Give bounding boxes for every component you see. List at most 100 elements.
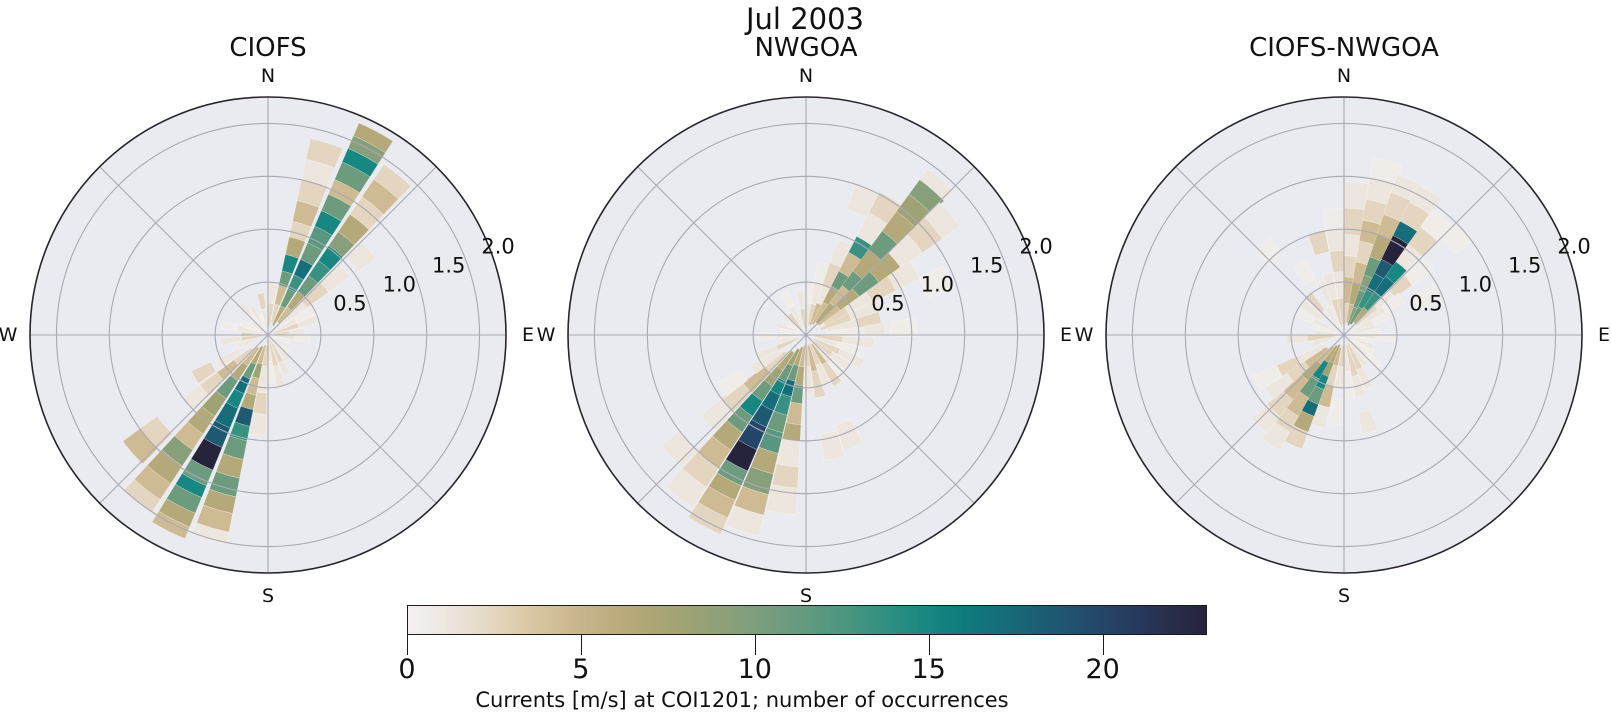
rose-sector: [334, 161, 371, 194]
colorbar-tick: [754, 635, 757, 655]
rose-sector: [328, 231, 355, 258]
grid-spoke: [637, 334, 807, 504]
rose-sector: [708, 472, 742, 501]
grid-spoke: [805, 334, 975, 504]
rose-sector: [821, 361, 843, 387]
rose-sector: [810, 369, 826, 399]
rose-sector: [697, 485, 736, 519]
rose-sector: [1363, 352, 1383, 371]
colorbar-label: Currents [m/s] at COI1201; number of occ…: [475, 688, 1009, 712]
colorbar-tick: [928, 635, 931, 655]
colorbar-tick-label: 10: [737, 654, 772, 685]
rose-sectors: [122, 122, 412, 545]
rose-sector: [1349, 306, 1363, 326]
rose-sector: [1322, 272, 1338, 301]
grid-spoke: [1343, 334, 1513, 504]
rose-sector: [835, 418, 864, 451]
rose-sector: [1323, 344, 1339, 364]
rose-sector: [292, 200, 320, 228]
rose-sector: [305, 138, 343, 169]
radial-tick-label: 2.0: [1557, 235, 1590, 259]
rose-sector: [269, 339, 284, 363]
rose-sector: [314, 210, 342, 236]
rose-sector: [887, 260, 921, 291]
rose-plot-nwgoa: 0.5 1.0 1.5 2.0 N E S W: [537, 65, 1072, 607]
rose-sector: [346, 241, 377, 272]
rose-sector: [803, 366, 815, 394]
rose-sector: [863, 322, 886, 337]
colorbar-tick: [407, 635, 409, 655]
rose-sector: [717, 369, 748, 397]
rose-sector: [795, 290, 805, 310]
rose-sector: [1251, 404, 1281, 434]
compass-label-w: W: [0, 324, 18, 346]
rose-sector: [293, 258, 314, 281]
rose-sector: [906, 216, 943, 254]
rose-sector: [819, 313, 852, 331]
rose-sector: [726, 406, 754, 433]
radial-tick-label: 2.0: [1019, 235, 1052, 259]
rose-sector: [808, 342, 822, 366]
rose-sector: [781, 378, 796, 398]
rose-sector: [688, 501, 728, 535]
rose-sector: [1331, 298, 1343, 328]
rose-sector: [751, 404, 774, 428]
rose-sector: [181, 458, 214, 487]
compass-label-s: S: [1338, 585, 1350, 607]
compass-label-s: S: [262, 585, 274, 607]
rose-sector: [234, 375, 251, 395]
grid-spoke: [1175, 166, 1345, 336]
colorbar-tick: [580, 635, 583, 655]
rose-sector: [175, 473, 207, 498]
rose-sector: [813, 340, 834, 357]
polar-spine: [567, 96, 1045, 574]
rose-sector: [320, 263, 351, 293]
rose-sector: [225, 388, 245, 409]
rose-sector: [1346, 341, 1363, 371]
rose-sector: [242, 361, 257, 380]
rose-sector: [837, 348, 866, 369]
rose-sector: [798, 345, 806, 367]
compass-label-e: E: [1598, 324, 1610, 346]
rose-sector: [794, 365, 805, 386]
rose-sector: [272, 322, 300, 335]
rose-sector: [166, 483, 202, 514]
rose-sector: [1292, 259, 1316, 285]
rose-sector: [307, 225, 333, 251]
rose-sector: [229, 421, 251, 442]
rose-sector: [771, 463, 799, 489]
rose-sector: [780, 290, 795, 309]
rose-sector: [1312, 335, 1339, 347]
rose-sector: [733, 485, 769, 516]
rose-sector: [203, 488, 237, 514]
rose-sector: [341, 148, 379, 178]
rose-sector: [187, 406, 216, 435]
rose-sector: [161, 435, 194, 467]
rose-sector: [158, 498, 196, 528]
rose-sector: [361, 178, 399, 215]
colorbar: [407, 605, 1207, 635]
rose-sector: [1324, 306, 1342, 331]
rose-sector: [271, 305, 286, 327]
rose-sector: [337, 213, 370, 246]
rose-sector: [750, 446, 779, 475]
compass-label-s: S: [800, 585, 812, 607]
radial-tick-label: 1.5: [970, 254, 1003, 278]
rose-sector: [751, 379, 773, 402]
radial-tick-label: 0.5: [871, 292, 904, 316]
grid-spoke: [267, 166, 437, 336]
rose-sector: [272, 335, 291, 345]
radial-tick-label: 1.0: [921, 273, 954, 297]
rose-sector: [765, 484, 798, 515]
compass-label-n: N: [261, 65, 275, 87]
figure-title: Jul 2003: [745, 2, 865, 36]
polar-grid: [568, 97, 1044, 573]
radial-tick-label: 1.0: [1459, 273, 1492, 297]
rose-sector: [1322, 207, 1344, 232]
rose-sector: [1328, 397, 1345, 426]
rose-sector: [258, 314, 267, 331]
radial-tick-label: 0.5: [333, 292, 366, 316]
compass-label-n: N: [1337, 65, 1351, 87]
rose-sector: [807, 344, 818, 372]
rose-sector: [281, 254, 299, 275]
